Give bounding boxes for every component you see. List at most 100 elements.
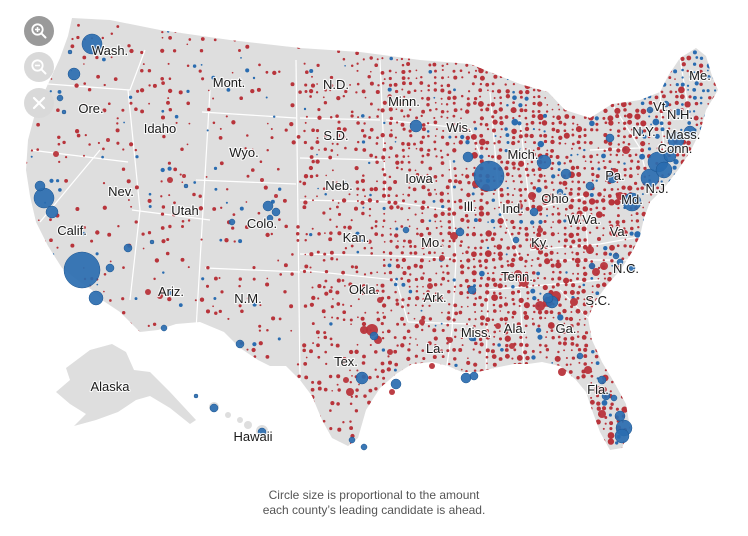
county-circle [590,337,593,340]
county-circle [421,328,424,332]
county-circle-democrat [88,290,104,306]
county-circle [550,167,554,171]
county-circle [490,219,495,224]
county-circle [591,29,595,33]
county-circle [213,375,216,378]
county-circle [539,239,541,242]
county-circle [584,71,587,74]
county-circle [686,207,692,212]
county-circle [433,421,438,425]
county-circle [555,374,561,379]
county-circle [532,304,536,308]
county-circle-democrat [614,410,626,422]
county-circle [309,252,314,257]
county-circle [519,219,523,224]
county-circle [439,283,443,286]
county-circle [673,270,677,274]
county-circle [551,76,554,79]
county-circle [655,89,660,93]
county-circle [695,291,698,294]
county-circle [611,380,614,384]
county-circle [382,315,387,319]
county-circle [649,193,653,196]
county-circle [643,227,647,230]
county-circle [692,50,697,55]
county-circle [654,95,659,100]
county-circle [646,370,651,374]
county-circle [648,317,653,322]
county-circle [700,224,704,228]
county-circle [376,58,379,61]
county-circle [439,428,444,433]
county-circle [461,173,464,176]
county-circle [402,400,405,403]
county-circle [81,322,86,326]
county-circle [231,71,234,74]
county-circle [26,227,28,230]
county-circle [530,220,535,225]
state-label: Mont. [213,75,246,90]
county-circle [413,142,416,146]
county-circle [336,402,340,406]
county-circle [712,56,717,60]
county-circle [103,83,106,87]
county-circle [474,69,478,72]
county-circle [322,211,326,215]
county-circle [402,199,405,203]
county-circle [409,244,413,248]
county-circle [511,315,515,319]
county-circle [661,94,666,99]
county-circle [713,115,716,118]
county-circle [704,238,710,244]
county-circle [538,121,542,125]
county-circle [649,252,651,254]
county-circle [503,271,508,276]
county-circle-democrat [105,263,115,273]
county-circle [479,330,484,335]
county-circle [447,199,451,203]
county-circle [691,440,698,446]
county-circle [564,24,567,27]
county-circle [648,58,651,61]
county-circle [570,342,575,346]
county-circle [610,103,615,108]
county-circle [705,218,709,222]
county-circle [128,95,133,99]
county-circle [563,226,567,230]
county-circle [413,317,416,320]
map-canvas[interactable]: Wash.Ore.Calif.Nev.IdahoMont.Wyo.UtahAri… [0,0,748,470]
county-circle [589,160,593,164]
reset-map-button[interactable] [24,88,54,118]
county-circle [448,169,451,171]
county-circle [679,310,683,313]
county-circle [499,193,504,198]
county-circle-republican [517,203,523,209]
county-circle [302,205,307,210]
county-circle [472,302,477,307]
county-circle [680,341,686,347]
county-circle [479,233,483,237]
county-circle [275,367,281,373]
county-circle [583,362,587,366]
county-circle [381,445,386,450]
county-circle [513,58,517,61]
county-circle [642,206,645,209]
county-circle [394,233,399,238]
county-circle [102,57,106,62]
zoom-out-button[interactable] [24,52,54,82]
county-circle [433,120,438,125]
county-circle-republican [419,319,425,325]
county-circle [504,127,508,131]
county-circle [485,230,492,237]
county-circle [428,427,433,431]
election-map[interactable]: Wash. Ore. Calif. Nev. Idaho Mont. Wyo. Utah Ari… [0,0,748,470]
county-circle [200,428,204,433]
county-circle [452,95,457,100]
county-circle [433,76,437,79]
county-circle [421,349,425,352]
county-circle [440,375,444,379]
county-circle [479,421,484,426]
zoom-in-button[interactable] [24,16,54,46]
county-circle [231,393,236,399]
county-circle [662,276,666,281]
